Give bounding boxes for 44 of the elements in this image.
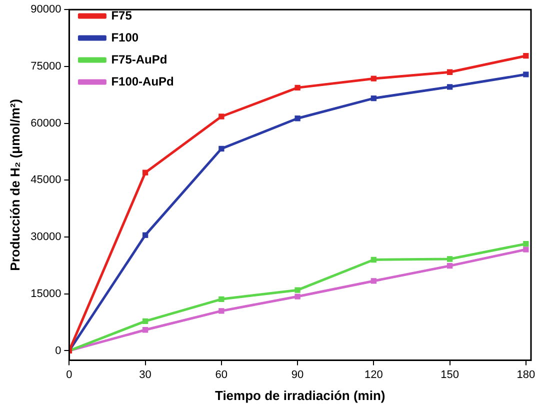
legend-label: F100 xyxy=(111,30,139,44)
point xyxy=(218,114,224,120)
point xyxy=(523,72,529,78)
point xyxy=(218,296,224,302)
y-tick-label: 60000 xyxy=(30,117,62,130)
x-tick-label: 60 xyxy=(215,368,228,381)
point xyxy=(218,146,224,152)
x-tick-label: 90 xyxy=(291,368,304,381)
point xyxy=(446,69,453,75)
x-tick-label: 180 xyxy=(516,368,536,381)
y-tick-label: 30000 xyxy=(30,231,62,244)
point xyxy=(218,308,224,314)
point xyxy=(523,53,529,59)
point xyxy=(142,318,148,324)
y-tick-label: 0 xyxy=(55,344,62,357)
y-tick-label: 90000 xyxy=(30,4,62,16)
legend-label: F75-AuPd xyxy=(111,52,168,66)
point xyxy=(446,256,453,262)
y-axis-title: Producción de H₂ (μmol/m²) xyxy=(7,98,22,271)
x-axis-title: Tiempo de irradiación (min) xyxy=(214,388,386,403)
point xyxy=(142,232,148,238)
y-tick-label: 45000 xyxy=(30,174,62,186)
x-tick-label: 120 xyxy=(364,368,383,381)
point xyxy=(370,76,377,82)
point xyxy=(294,84,300,91)
legend-label: F100-AuPd xyxy=(111,74,174,88)
point xyxy=(370,95,377,102)
point xyxy=(294,116,300,122)
point xyxy=(523,246,529,252)
point xyxy=(294,287,300,293)
x-tick-label: 0 xyxy=(66,368,72,381)
point xyxy=(142,170,148,176)
x-tick-label: 150 xyxy=(440,368,459,381)
point xyxy=(370,278,377,284)
x-tick-label: 30 xyxy=(139,368,152,381)
y-tick-label: 75000 xyxy=(30,60,62,72)
point xyxy=(142,327,148,333)
point xyxy=(523,241,529,247)
point xyxy=(370,256,377,263)
point xyxy=(446,262,453,269)
point xyxy=(446,84,453,90)
legend-label: F75 xyxy=(111,8,132,22)
y-tick-label: 15000 xyxy=(30,288,62,300)
point xyxy=(294,294,300,300)
